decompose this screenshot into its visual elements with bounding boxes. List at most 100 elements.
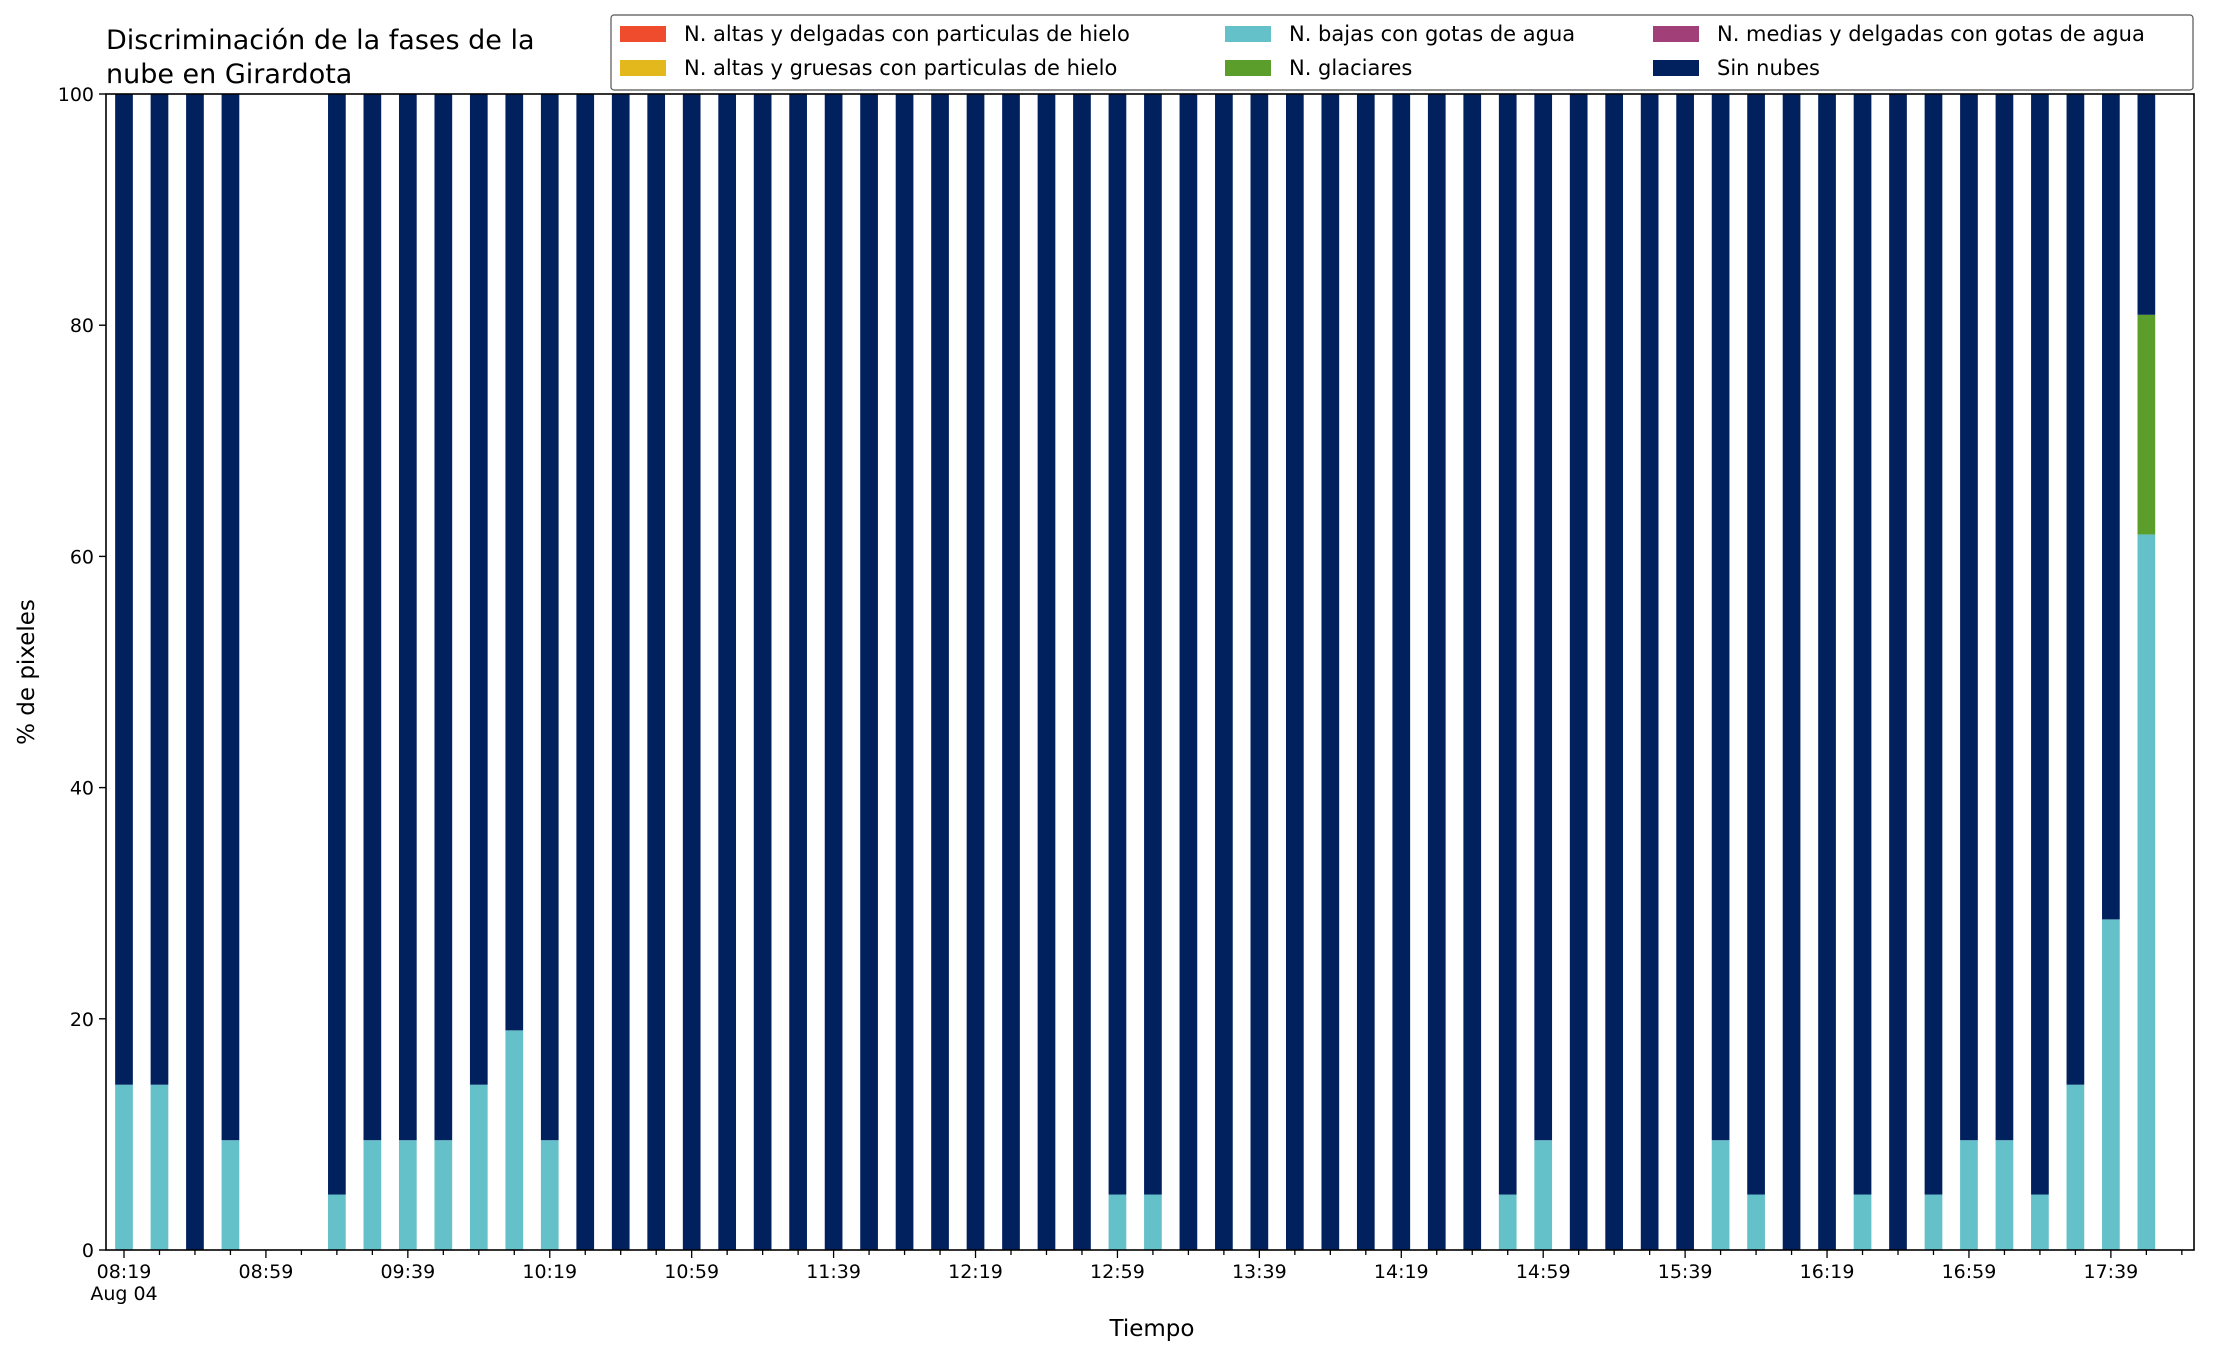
bar-sin-nubes-48 xyxy=(1818,94,1836,1250)
bar-sin-nubes-39 xyxy=(1498,94,1517,1195)
bar-sin-nubes-45 xyxy=(1711,94,1730,1141)
bar-n-bajas-con-gotas-de-agua-49 xyxy=(1853,1194,1872,1250)
bar-sin-nubes-18 xyxy=(753,94,772,1250)
bar-n-bajas-con-gotas-de-agua-53 xyxy=(1995,1140,2014,1250)
bar-n-bajas-con-gotas-de-agua-8 xyxy=(398,1140,417,1250)
y-axis: 0 20 40 60 80 100 xyxy=(58,84,106,1262)
x-tick-label-1: 08:59 xyxy=(239,1261,294,1283)
x-tick-label-9: 14:19 xyxy=(1374,1261,1429,1283)
x-tick-label-10: 14:59 xyxy=(1516,1261,1571,1283)
y-tick-label-5: 100 xyxy=(58,84,94,106)
bar-sin-nubes-2 xyxy=(186,94,204,1250)
x-tick-label-3: 10:19 xyxy=(522,1261,577,1283)
y-tick-label-4: 80 xyxy=(70,315,94,337)
y-tick-label-1: 20 xyxy=(70,1009,94,1031)
x-tick-label-4: 10:59 xyxy=(664,1261,719,1283)
bar-sin-nubes-0 xyxy=(115,94,133,1085)
bar-n-bajas-con-gotas-de-agua-7 xyxy=(363,1140,382,1250)
bar-n-bajas-con-gotas-de-agua-40 xyxy=(1534,1140,1553,1250)
x-axis-label: Tiempo xyxy=(1109,1316,1195,1342)
y-tick-label-0: 0 xyxy=(82,1240,94,1262)
bar-n-bajas-con-gotas-de-agua-54 xyxy=(2031,1194,2049,1250)
bar-sin-nubes-34 xyxy=(1321,94,1340,1250)
plot-frame xyxy=(105,93,2195,1251)
legend-label-sin-nubes: Sin nubes xyxy=(1717,56,1820,80)
bar-sin-nubes-24 xyxy=(966,94,985,1250)
bar-n-bajas-con-gotas-de-agua-57 xyxy=(2137,534,2156,1250)
bar-sin-nubes-49 xyxy=(1853,94,1872,1195)
y-tick-label-3: 60 xyxy=(70,546,94,568)
bar-sin-nubes-10 xyxy=(469,94,488,1085)
x-tick-label-2: 09:39 xyxy=(380,1261,435,1283)
bar-sin-nubes-8 xyxy=(398,94,417,1141)
x-tick-label-12: 16:19 xyxy=(1800,1261,1855,1283)
bar-sin-nubes-32 xyxy=(1250,94,1269,1250)
bar-sin-nubes-42 xyxy=(1605,94,1624,1250)
bar-n-bajas-con-gotas-de-agua-3 xyxy=(221,1140,240,1250)
bar-sin-nubes-46 xyxy=(1747,94,1765,1195)
bar-sin-nubes-11 xyxy=(505,94,524,1031)
x-tick-label-7: 12:59 xyxy=(1090,1261,1145,1283)
bar-sin-nubes-41 xyxy=(1569,94,1588,1250)
legend-label-n-glaciares: N. glaciares xyxy=(1289,56,1412,80)
legend-label-n-altas-y-gruesas-con-particulas-de-hielo: N. altas y gruesas con particulas de hie… xyxy=(684,56,1117,80)
bar-sin-nubes-17 xyxy=(718,94,737,1250)
bar-sin-nubes-26 xyxy=(1037,94,1056,1250)
bar-n-bajas-con-gotas-de-agua-39 xyxy=(1498,1194,1517,1250)
bar-n-bajas-con-gotas-de-agua-11 xyxy=(505,1030,524,1250)
bar-sin-nubes-56 xyxy=(2102,94,2120,920)
bar-n-glaciares-57 xyxy=(2137,314,2156,535)
bar-sin-nubes-52 xyxy=(1960,94,1978,1141)
bar-sin-nubes-31 xyxy=(1215,94,1233,1250)
bar-sin-nubes-54 xyxy=(2031,94,2049,1195)
bar-n-bajas-con-gotas-de-agua-12 xyxy=(540,1140,559,1250)
bar-sin-nubes-16 xyxy=(682,94,701,1250)
bar-sin-nubes-51 xyxy=(1924,94,1943,1195)
legend-swatch-n-altas-y-gruesas-con-particulas-de-hielo xyxy=(620,60,666,76)
bar-sin-nubes-44 xyxy=(1676,94,1694,1250)
chart-title-line-2: nube en Girardota xyxy=(106,59,352,90)
x-tick-label-0: 08:19 xyxy=(97,1261,152,1283)
bar-sin-nubes-27 xyxy=(1073,94,1091,1250)
x-tick-sublabel: Aug 04 xyxy=(90,1283,157,1305)
legend-label-n-altas-y-delgadas-con-particulas-de-hielo: N. altas y delgadas con particulas de hi… xyxy=(684,22,1130,46)
chart-title-line-1: Discriminación de la fases de la xyxy=(106,25,535,56)
bar-n-bajas-con-gotas-de-agua-6 xyxy=(328,1194,346,1250)
bar-n-bajas-con-gotas-de-agua-51 xyxy=(1924,1194,1943,1250)
bar-sin-nubes-38 xyxy=(1463,94,1482,1250)
bar-sin-nubes-40 xyxy=(1534,94,1553,1141)
bar-sin-nubes-21 xyxy=(860,94,878,1250)
bar-sin-nubes-28 xyxy=(1108,94,1127,1195)
x-tick-label-8: 13:39 xyxy=(1232,1261,1287,1283)
bar-sin-nubes-6 xyxy=(328,94,346,1195)
x-tick-label-5: 11:39 xyxy=(806,1261,861,1283)
bar-n-bajas-con-gotas-de-agua-46 xyxy=(1747,1194,1765,1250)
bar-sin-nubes-15 xyxy=(647,94,666,1250)
bar-sin-nubes-1 xyxy=(150,94,169,1085)
bar-sin-nubes-23 xyxy=(931,94,949,1250)
y-tick-label-2: 40 xyxy=(70,778,94,800)
bar-sin-nubes-43 xyxy=(1640,94,1659,1250)
bar-n-bajas-con-gotas-de-agua-10 xyxy=(469,1084,488,1250)
bar-sin-nubes-25 xyxy=(1002,94,1020,1250)
x-tick-label-14: 17:39 xyxy=(2083,1261,2138,1283)
bar-sin-nubes-20 xyxy=(824,94,843,1250)
x-tick-label-13: 16:59 xyxy=(1942,1261,1997,1283)
bar-sin-nubes-36 xyxy=(1392,94,1411,1250)
legend-swatch-n-glaciares xyxy=(1225,60,1271,76)
bar-sin-nubes-47 xyxy=(1782,94,1801,1250)
legend-swatch-n-bajas-con-gotas-de-agua xyxy=(1225,26,1271,42)
x-tick-label-6: 12:19 xyxy=(948,1261,1003,1283)
bar-sin-nubes-3 xyxy=(221,94,240,1141)
legend-swatch-sin-nubes xyxy=(1653,60,1699,76)
bar-sin-nubes-50 xyxy=(1889,94,1907,1250)
bar-sin-nubes-19 xyxy=(789,94,807,1250)
bar-sin-nubes-7 xyxy=(363,94,382,1141)
legend: N. altas y delgadas con particulas de hi… xyxy=(610,14,2194,91)
bar-sin-nubes-22 xyxy=(895,94,914,1250)
bar-sin-nubes-9 xyxy=(434,94,453,1141)
bar-sin-nubes-29 xyxy=(1144,94,1162,1195)
x-tick-label-11: 15:39 xyxy=(1658,1261,1713,1283)
bar-n-bajas-con-gotas-de-agua-56 xyxy=(2102,919,2120,1250)
